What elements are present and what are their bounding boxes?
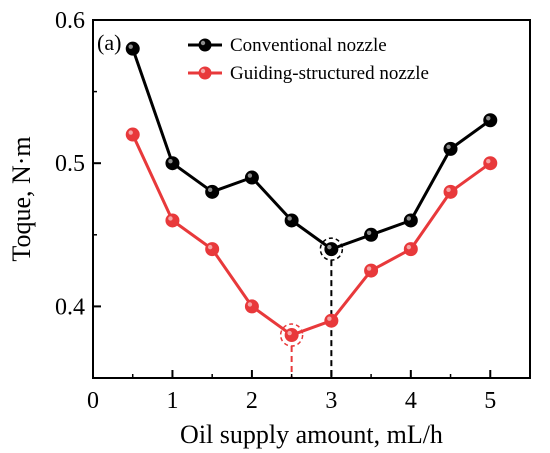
- data-point: [125, 127, 140, 142]
- data-point-highlight: [446, 144, 451, 150]
- data-point-highlight: [366, 230, 372, 235]
- data-point: [125, 41, 140, 56]
- data-point: [403, 242, 418, 257]
- y-tick-label: 0.5: [55, 151, 85, 177]
- legend-marker-highlight: [200, 40, 206, 46]
- data-point-highlight: [406, 244, 412, 250]
- legend-marker-highlight: [200, 68, 206, 74]
- x-axis-title: Oil supply amount, mL/h: [180, 420, 443, 449]
- data-point-highlight: [207, 187, 213, 193]
- data-point-highlight: [207, 244, 213, 250]
- data-point-highlight: [128, 44, 133, 49]
- min-marker-ring: [279, 323, 304, 347]
- data-point: [403, 213, 418, 228]
- data-point: [364, 263, 379, 278]
- data-point-highlight: [327, 244, 332, 250]
- x-tick-label: 3: [325, 388, 337, 414]
- data-point: [324, 313, 339, 328]
- data-point-highlight: [128, 130, 133, 135]
- y-axis-title: Toque, N·m: [7, 136, 36, 261]
- panel-label: (a): [97, 30, 121, 55]
- data-point: [205, 184, 220, 199]
- x-tick-label: 5: [484, 388, 496, 414]
- series-layer: [125, 41, 498, 343]
- data-point: [483, 113, 498, 128]
- data-point: [324, 242, 339, 257]
- data-point: [165, 156, 180, 171]
- min-marker-ring: [319, 237, 344, 261]
- legend-label: Conventional nozzle: [230, 35, 387, 56]
- legend: Conventional nozzle Guiding-structured no…: [188, 35, 429, 84]
- data-point-highlight: [247, 173, 253, 178]
- y-tick-label: 0.4: [55, 294, 85, 320]
- data-point-highlight: [287, 216, 292, 221]
- data-point: [244, 170, 259, 185]
- data-point-highlight: [406, 216, 412, 221]
- data-point-highlight: [168, 216, 173, 221]
- data-point-highlight: [168, 159, 173, 164]
- data-point: [364, 227, 379, 242]
- legend-marker: [198, 38, 212, 52]
- data-point-highlight: [446, 187, 451, 193]
- axes: 0 1 2 3 4 5 0.4 0.5 0.6: [55, 8, 496, 414]
- data-point-highlight: [486, 116, 491, 121]
- data-point: [205, 242, 220, 257]
- x-tick-label: 0: [87, 388, 99, 414]
- data-point-highlight: [247, 302, 253, 307]
- data-point: [244, 299, 259, 314]
- x-tick-label: 4: [405, 388, 417, 414]
- legend-label: Guiding-structured nozzle: [230, 63, 429, 84]
- data-point: [443, 184, 458, 199]
- legend-marker: [198, 66, 212, 80]
- data-point-highlight: [287, 330, 292, 336]
- series-line-1: [131, 48, 492, 251]
- y-tick-label: 0.6: [55, 8, 85, 34]
- data-point-highlight: [366, 266, 372, 271]
- series-line-2: [131, 133, 492, 337]
- x-tick-label: 2: [246, 388, 258, 414]
- x-tick-label: 1: [166, 388, 178, 414]
- data-point: [443, 141, 458, 156]
- data-point-highlight: [327, 316, 332, 321]
- annotations: [279, 237, 344, 378]
- plot-frame: [92, 19, 531, 379]
- data-point: [483, 156, 498, 171]
- data-point: [284, 328, 299, 343]
- data-point: [284, 213, 299, 228]
- data-point-highlight: [486, 159, 491, 164]
- data-point: [165, 213, 180, 228]
